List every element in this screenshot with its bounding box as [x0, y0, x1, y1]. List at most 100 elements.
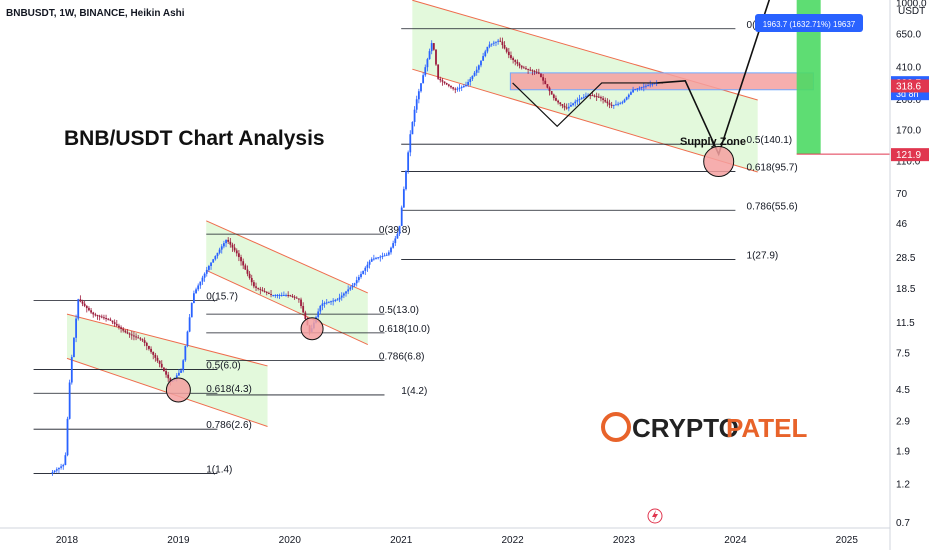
candle-body [233, 247, 236, 251]
candle-body [276, 294, 279, 296]
candle-body [259, 288, 262, 290]
candle-body [561, 104, 564, 106]
candle-body [295, 297, 298, 299]
candle-body [563, 105, 566, 108]
candle-body [246, 269, 249, 274]
candle-body [398, 225, 401, 234]
candle-body [137, 337, 140, 339]
candle-body [392, 243, 395, 248]
candle-body [602, 98, 604, 100]
candle-body [184, 345, 187, 361]
y-tick-label: 0.7 [896, 518, 910, 529]
candle-body [338, 297, 341, 300]
candle-body [385, 254, 388, 256]
candle-body [109, 319, 112, 321]
fib-level-label: 0.786(2.6) [206, 420, 252, 431]
candle-body [208, 266, 210, 270]
y-tick-label: 11.5 [896, 318, 915, 329]
candle-body [229, 241, 232, 245]
candle-body [387, 252, 390, 255]
price-axis: 0.71.21.92.94.57.511.518.528.54670110.01… [889, 0, 929, 550]
fib-layer: 0(704.2)0.5(140.1)0.618(95.7)0.786(55.6)… [33, 20, 798, 475]
candle-body [158, 360, 161, 364]
candle-body [180, 370, 182, 373]
candle-body [518, 63, 521, 66]
candle-body [126, 332, 129, 334]
retest-circle [703, 145, 735, 177]
candle-body [212, 259, 215, 263]
supply-zone-label: Supply Zone [680, 136, 746, 148]
candle-body [617, 103, 619, 105]
candle-body [323, 302, 326, 304]
candle-body [122, 328, 125, 331]
candle-body [475, 69, 478, 73]
candle-body [550, 91, 553, 95]
candle-body [516, 61, 519, 64]
candle-body [572, 103, 574, 105]
candle-body [630, 92, 632, 95]
candle-body [223, 243, 225, 247]
candle-body [600, 97, 602, 99]
candle-body [372, 258, 375, 260]
candle-body [535, 71, 538, 73]
candle-body [368, 261, 371, 265]
candle-body [107, 318, 110, 320]
candle-body [428, 51, 431, 60]
projection-info-box: 1963.7 (1632.71%) 19637 [755, 14, 863, 32]
channel-upper-line [66, 313, 268, 367]
candle-body [216, 252, 219, 257]
candle-body [53, 470, 56, 473]
candle-body [115, 323, 118, 326]
candle-body [604, 99, 607, 102]
candle-body [83, 303, 86, 306]
candle-body [467, 81, 470, 86]
candle-body [632, 89, 634, 93]
y-tick-label: 2.9 [896, 416, 910, 427]
x-tick-label: 2023 [613, 535, 636, 546]
candle-body [302, 306, 305, 313]
candle-body [651, 83, 654, 85]
candle-body [411, 121, 414, 135]
trend-channel [206, 220, 368, 345]
channel-upper-line [206, 220, 368, 294]
candle-body [263, 290, 266, 292]
y-tick-label: 1000.0 [896, 0, 927, 10]
candle-body [203, 273, 206, 278]
candle-body [595, 96, 598, 98]
candle-body [615, 104, 617, 106]
candle-body [332, 300, 335, 302]
candle-body [585, 95, 587, 97]
candle-body [347, 289, 350, 292]
candle-body [355, 280, 358, 284]
chart-title: BNB/USDT Chart Analysis [64, 127, 325, 150]
candle-body [582, 96, 585, 98]
candle-body [542, 77, 545, 81]
candle-body [349, 287, 352, 290]
lightning-icon[interactable] [647, 508, 663, 524]
fib-level-label: 0.618(95.7) [747, 162, 798, 173]
candle-body [289, 295, 292, 297]
y-tick-label: 18.5 [896, 284, 916, 295]
candle-body [409, 134, 412, 153]
candle-body [417, 91, 420, 100]
candle-body [507, 51, 510, 56]
candle-body [422, 75, 425, 84]
y-tick-label: 28.5 [896, 253, 916, 264]
candle-body [118, 325, 120, 328]
candle-body [220, 246, 223, 250]
candle-body [218, 249, 221, 253]
candle-body [589, 94, 592, 96]
candle-body [447, 84, 450, 86]
candle-body [567, 106, 570, 109]
candle-body [345, 291, 347, 294]
candle-body [214, 256, 217, 260]
candle-body [597, 96, 600, 98]
candle-body [415, 99, 418, 110]
candle-body [70, 357, 73, 383]
projection-box-bg [755, 14, 863, 32]
y-tick-label: 260.0 [896, 95, 921, 106]
candle-body [454, 88, 457, 90]
logo-text-crypto: CRYPTO [632, 413, 739, 443]
candle-body [58, 467, 60, 470]
